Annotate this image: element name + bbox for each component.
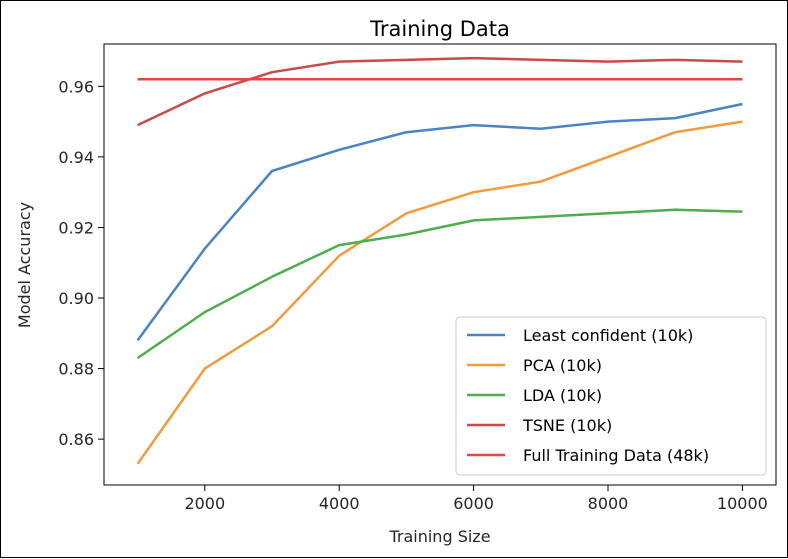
x-tick-label: 2000 — [184, 494, 225, 513]
legend-label-1: Least confident (10k) — [523, 326, 693, 345]
plot-frame — [103, 43, 777, 486]
legend-label-5: Full Training Data (48k) — [523, 446, 709, 465]
series-layer — [136, 56, 743, 465]
series-line-1 — [136, 102, 743, 342]
chart-title: Training Data — [369, 17, 510, 41]
legend-box — [455, 316, 767, 476]
y-tick-label: 0.86 — [58, 430, 94, 449]
legend-label-4: TSNE (10k) — [522, 416, 612, 435]
x-axis: 2000 4000 6000 8000 10000 — [184, 485, 768, 513]
y-axis-label: Model Accuracy — [15, 202, 34, 328]
y-tick-label: 0.96 — [58, 77, 94, 96]
x-tick-label: 6000 — [453, 494, 494, 513]
series-line-2 — [136, 120, 743, 465]
y-axis: 0.86 0.88 0.90 0.92 0.94 0.96 — [58, 77, 104, 449]
y-tick-label: 0.88 — [58, 360, 94, 379]
x-tick-label: 10000 — [717, 494, 768, 513]
legend: Least confident (10k) PCA (10k) LDA (10k) T… — [455, 316, 767, 476]
y-tick-label: 0.94 — [58, 148, 94, 167]
legend-label-3: LDA (10k) — [523, 386, 602, 405]
legend-label-2: PCA (10k) — [523, 356, 602, 375]
y-tick-label: 0.90 — [58, 289, 94, 308]
y-tick-label: 0.92 — [58, 218, 94, 237]
series-line-3 — [136, 208, 743, 360]
x-axis-label: Training Size — [388, 527, 490, 546]
x-tick-label: 4000 — [319, 494, 360, 513]
series-line-4 — [137, 56, 743, 127]
x-tick-label: 8000 — [588, 494, 629, 513]
